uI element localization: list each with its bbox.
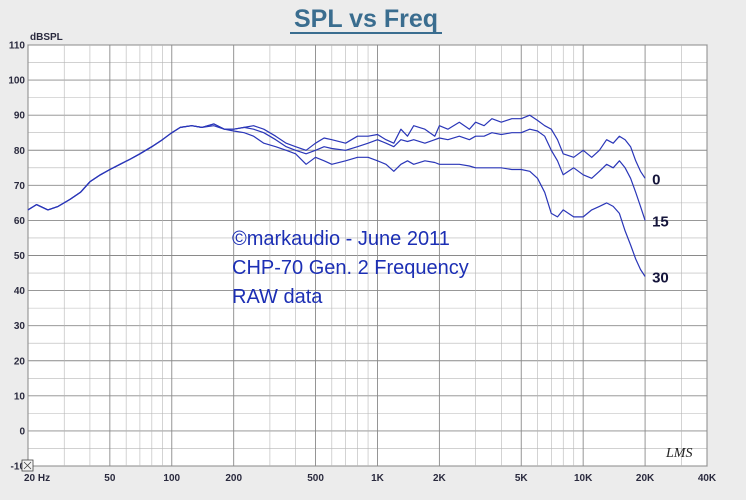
y-tick-label: 30 — [14, 321, 26, 332]
y-tick-label: 80 — [14, 146, 26, 157]
y-tick-label: 100 — [8, 76, 25, 87]
y-tick-label: -10 — [11, 462, 26, 473]
x-tick-label: 500 — [307, 473, 324, 484]
y-tick-label: 70 — [14, 181, 26, 192]
x-tick-label: 2K — [433, 473, 447, 484]
series-end-labels: 0 15 30 — [652, 171, 669, 286]
series-label-0: 0 — [652, 171, 660, 188]
x-tick-label: 200 — [225, 473, 242, 484]
annotation-line-2: CHP-70 Gen. 2 Frequency — [232, 257, 469, 279]
x-tick-label: 100 — [163, 473, 180, 484]
series-line-30 — [27, 125, 646, 277]
y-tick-label: 110 — [9, 41, 26, 52]
series-label-30: 30 — [652, 270, 669, 287]
x-tick-label: 5K — [515, 473, 529, 484]
series-label-15: 15 — [652, 213, 669, 230]
y-tick-label: 10 — [14, 391, 26, 402]
x-tick-label: 10K — [574, 473, 593, 484]
y-tick-label: 40 — [14, 286, 26, 297]
y-tick-label: 60 — [14, 216, 26, 227]
x-tick-label: 1K — [371, 473, 385, 484]
y-tick-label: 90 — [14, 111, 26, 122]
grid — [27, 44, 708, 467]
series-curves — [27, 114, 646, 277]
y-tick-label: 50 — [14, 251, 26, 262]
lms-logo: LMS — [665, 446, 692, 461]
y-tick-label: 20 — [14, 356, 26, 367]
corner-icon — [21, 459, 34, 472]
x-tick-label: 20K — [636, 473, 655, 484]
annotation: ©markaudio - June 2011 CHP-70 Gen. 2 Fre… — [232, 228, 469, 308]
chart-title: SPL vs Freq — [294, 5, 438, 33]
y-axis-unit-label: dBSPL — [30, 32, 63, 43]
x-tick-labels: 20 Hz 50 100 200 500 1K 2K 5K 10K 20K 40K — [24, 473, 717, 484]
annotation-line-1: ©markaudio - June 2011 — [232, 228, 450, 250]
annotation-line-3: RAW data — [232, 286, 323, 308]
x-tick-label: 40K — [698, 473, 717, 484]
x-tick-label: 20 Hz — [24, 473, 50, 484]
x-tick-label: 50 — [104, 473, 116, 484]
y-tick-label: 0 — [19, 426, 25, 437]
